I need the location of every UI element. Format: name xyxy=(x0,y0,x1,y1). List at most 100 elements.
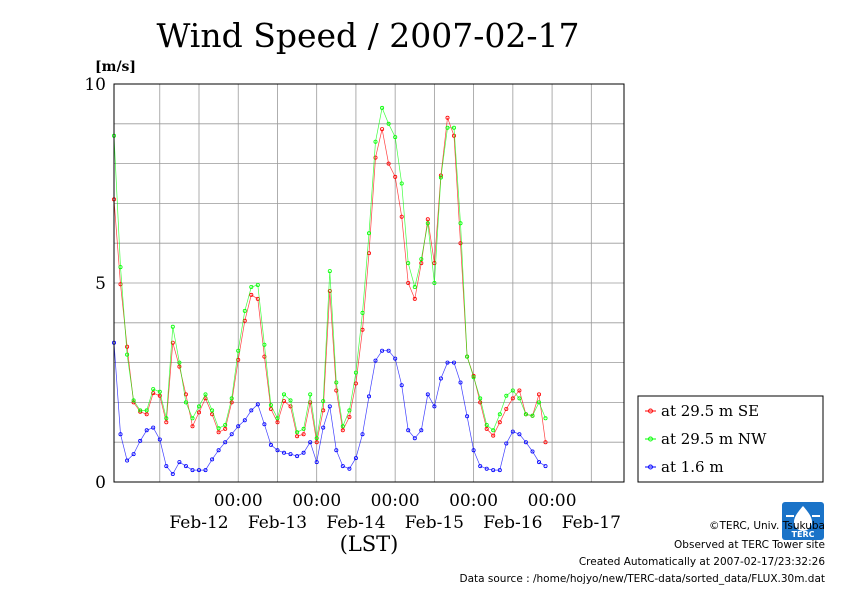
series-point xyxy=(229,432,234,437)
series-point xyxy=(295,434,300,439)
series-point xyxy=(236,424,241,429)
series-point xyxy=(393,174,398,179)
y-axis-unit: [m/s] xyxy=(95,59,136,75)
series-point xyxy=(406,261,411,266)
series-point xyxy=(530,413,535,418)
series-point xyxy=(380,348,385,353)
series-line xyxy=(113,117,546,443)
x-time-tick-label: 00:00 xyxy=(371,491,420,511)
series-point xyxy=(144,408,149,413)
series-point xyxy=(164,420,169,425)
series-point xyxy=(497,420,502,425)
series-point xyxy=(281,450,286,455)
series-point xyxy=(229,396,234,401)
legend: at 29.5 m SE at 29.5 m NW at 1.6 m xyxy=(637,395,824,483)
series-point xyxy=(170,471,175,476)
series-point xyxy=(144,428,149,433)
terc-logo-icon: TERC xyxy=(786,506,820,539)
series-point xyxy=(419,257,424,262)
series-point xyxy=(517,396,522,401)
series-point xyxy=(380,127,385,132)
series-point xyxy=(471,448,476,453)
series-point xyxy=(216,426,221,431)
series-point xyxy=(543,440,548,445)
series-point xyxy=(412,436,417,441)
series-point xyxy=(373,358,378,363)
series-point xyxy=(478,396,483,401)
series-point xyxy=(412,296,417,301)
series-point xyxy=(347,414,352,419)
series-point xyxy=(170,340,175,345)
series-point xyxy=(445,115,450,120)
series-point xyxy=(458,221,463,226)
grid xyxy=(114,84,624,482)
series-point xyxy=(131,452,136,457)
series-point xyxy=(249,408,254,413)
series-point xyxy=(190,468,195,473)
footer-source: Data source : /home/hojyo/new/TERC-data/… xyxy=(459,573,826,585)
series-point xyxy=(465,354,470,359)
series-point xyxy=(458,241,463,246)
series-point xyxy=(196,468,201,473)
series-point xyxy=(406,428,411,433)
series-point xyxy=(445,125,450,130)
series-point xyxy=(425,217,430,222)
series-point xyxy=(458,380,463,385)
series-point xyxy=(196,410,201,415)
series-point xyxy=(249,292,254,297)
series-point xyxy=(118,265,123,270)
series-point xyxy=(478,464,483,469)
series-point xyxy=(301,450,306,455)
series-point xyxy=(373,139,378,144)
series-point xyxy=(138,408,143,413)
series-point xyxy=(353,456,358,461)
series-point xyxy=(432,280,437,285)
terc-logo: TERC xyxy=(782,502,824,540)
series-point xyxy=(399,383,404,388)
series-point xyxy=(537,392,542,397)
series-point xyxy=(151,425,156,430)
series-point xyxy=(275,448,280,453)
series-point xyxy=(510,388,515,393)
series-point xyxy=(406,280,411,285)
series-point xyxy=(537,460,542,465)
series-point xyxy=(334,380,339,385)
series-point xyxy=(170,324,175,329)
series-point xyxy=(131,398,136,403)
series-point xyxy=(366,394,371,399)
series-point xyxy=(196,404,201,409)
series-point xyxy=(399,181,404,186)
series-point xyxy=(229,400,234,405)
series-point xyxy=(138,438,143,443)
series-point xyxy=(125,352,130,357)
legend-label: at 29.5 m SE xyxy=(661,402,759,420)
series-point xyxy=(386,161,391,166)
plot-frame xyxy=(113,83,625,483)
series-point xyxy=(288,452,293,457)
series-point xyxy=(504,393,509,398)
series-point xyxy=(380,105,385,110)
series-point xyxy=(216,430,221,435)
series-point xyxy=(451,125,456,130)
terc-logo-text: TERC xyxy=(792,530,815,539)
series-point xyxy=(412,284,417,289)
footer-created: Created Automatically at 2007-02-17/23:3… xyxy=(578,556,825,568)
series-point xyxy=(301,426,306,431)
series-point xyxy=(268,442,273,447)
series-point xyxy=(288,398,293,403)
series-point xyxy=(497,412,502,417)
series-point xyxy=(164,416,169,421)
series-point xyxy=(347,466,352,471)
series-point xyxy=(268,403,273,408)
series-point xyxy=(432,404,437,409)
series-point xyxy=(425,392,430,397)
series-point xyxy=(471,375,476,380)
y-tick-label: 0 xyxy=(95,473,106,493)
footer-observed: Observed at TERC Tower site xyxy=(674,539,825,551)
y-tick-label: 10 xyxy=(84,75,106,95)
series-point xyxy=(164,464,169,469)
x-date-tick-label: Feb-12 xyxy=(169,513,228,533)
series-point xyxy=(177,460,182,465)
x-date-tick-label: Feb-15 xyxy=(405,513,464,533)
